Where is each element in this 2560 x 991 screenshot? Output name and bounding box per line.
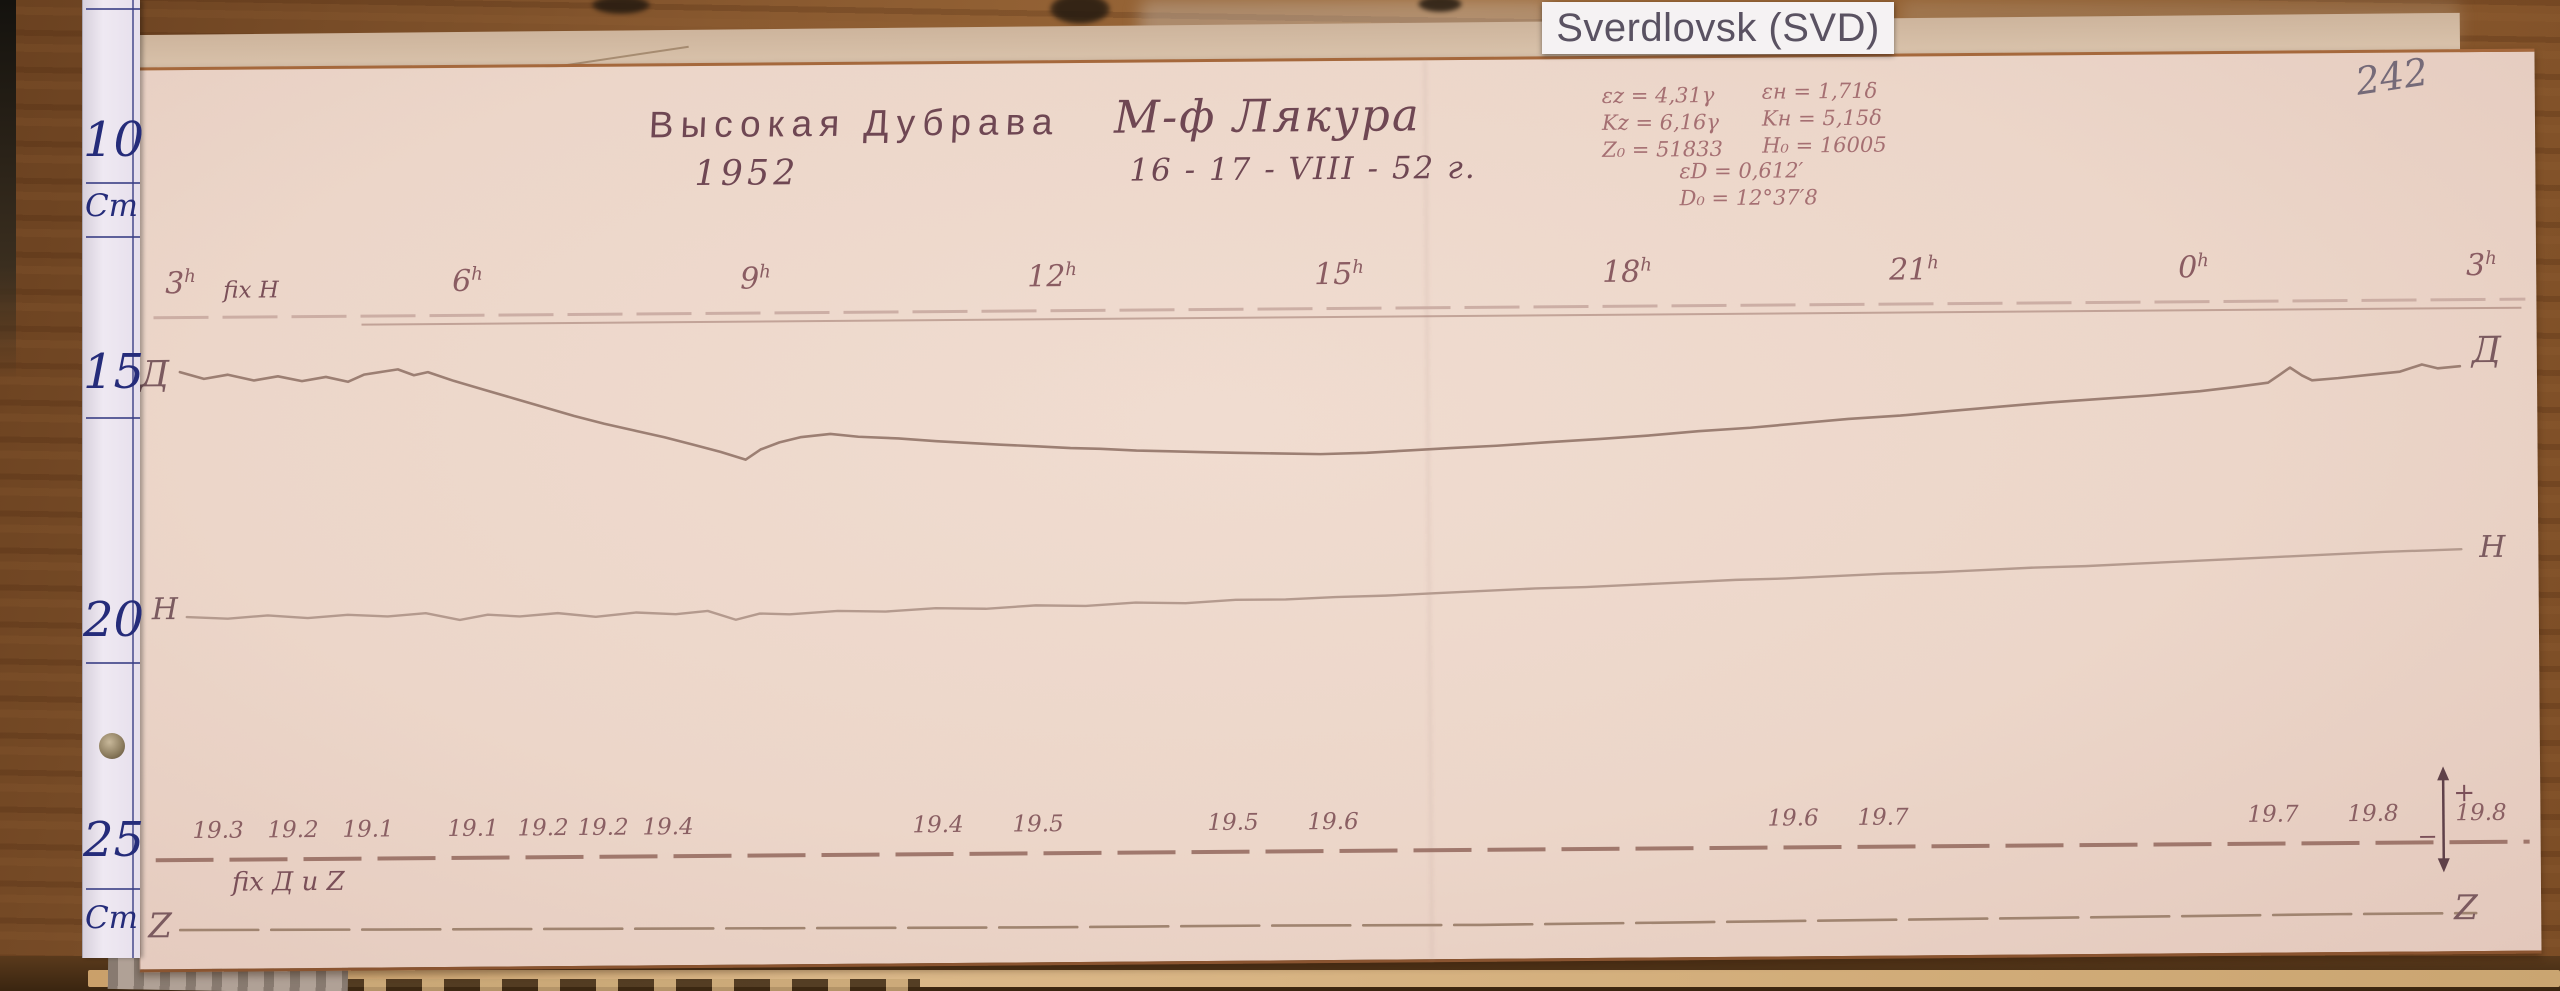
trace-label-H: H	[151, 592, 179, 628]
page-number: 242	[2352, 49, 2431, 104]
ruler-number: 20	[83, 592, 145, 648]
ruler-unit-label: Ст	[84, 188, 139, 224]
station-title: Высокая Дубрава	[648, 101, 1061, 146]
temperature-value: 19.6	[1307, 808, 1359, 836]
up-down-arrow-icon	[2437, 766, 2450, 873]
constant-k-h: Kн = 5,15δ	[1761, 105, 1882, 131]
hour-tick-label: 12h	[1027, 259, 1077, 295]
instrument-name: М-ф Лякура	[1113, 88, 1421, 144]
ruler-graduation-line	[86, 236, 140, 238]
ruler-graduation-line	[86, 888, 140, 890]
trace-Z	[178, 911, 2478, 932]
hour-tick-label: 21h	[1888, 252, 1939, 288]
hour-tick-label: 18h	[1602, 254, 1652, 290]
base-scale-dashed-line	[155, 839, 2530, 863]
temperature-value: 19.3	[192, 817, 244, 844]
temperature-value: 19.1	[342, 816, 394, 843]
trace-label-D: Д	[139, 354, 170, 396]
ruler-graduation-line	[86, 662, 140, 664]
trace-label-D: Д	[2471, 329, 2502, 372]
trace-label-Z: Z	[148, 906, 173, 947]
constant-d0: D₀ = 12°37′8	[1679, 185, 1818, 211]
temperature-value: 19.4	[642, 814, 694, 841]
trace-label-H: H	[2479, 529, 2506, 566]
hour-tick-label: 3h	[2465, 247, 2497, 284]
temperature-value: 19.7	[1857, 804, 1909, 831]
temperature-value: 19.4	[912, 811, 964, 839]
temperature-value: 19.2	[517, 815, 569, 842]
fix-h-annotation: fix H	[223, 277, 280, 304]
ruler-number: 15	[83, 344, 145, 400]
magnetogram-sheet: 242 Высокая Дубрава 1952 М-ф Лякура 16 -…	[132, 48, 2542, 973]
hour-tick-label: 0h	[2177, 250, 2209, 286]
temperature-value: 19.1	[447, 815, 499, 842]
polarity-arrow-group: + −	[2409, 764, 2480, 875]
ruler-graduation-line	[86, 182, 140, 184]
constant-h0: H₀ = 16005	[1762, 132, 1887, 158]
ruler-number: 25	[83, 812, 145, 868]
paper-crease	[1423, 60, 1434, 960]
trace-H	[185, 547, 2463, 622]
constant-k-z: Kz = 6,16γ	[1601, 109, 1720, 135]
dark-object-top	[592, 0, 650, 14]
temperature-value: 19.6	[1767, 805, 1819, 832]
constant-epsilon-h: εн = 1,71δ	[1761, 78, 1878, 104]
temperature-value: 19.2	[577, 814, 629, 841]
minus-polarity-label: −	[2417, 822, 2438, 851]
temperature-value: 19.5	[1012, 811, 1064, 838]
ruler-number: 10	[83, 112, 145, 168]
plus-polarity-label: +	[2453, 778, 2476, 809]
record-dates: 16 - 17 - VIII - 52 г.	[1129, 149, 1477, 189]
table-left-shadow	[0, 0, 16, 380]
fix-d-z-annotation: fix Д и Z	[231, 866, 345, 898]
station-code-text: Sverdlovsk (SVD)	[1556, 5, 1880, 50]
film-strip-fragment	[270, 979, 920, 991]
dark-object-top	[1418, 0, 1462, 12]
hour-tick-label: 3h	[165, 265, 196, 302]
constant-epsilon-d: εD = 0,612′	[1679, 158, 1804, 184]
ruler-unit-label: Ст	[84, 900, 139, 936]
calibration-constants-col1: εz = 4,31γ Kz = 6,16γ Z₀ = 51833	[1602, 82, 1723, 164]
temperature-value: 19.7	[2247, 801, 2299, 828]
station-code-label: Sverdlovsk (SVD)	[1542, 2, 1894, 54]
trace-D	[178, 363, 2462, 461]
hour-tick-label: 9h	[740, 261, 771, 297]
calibration-constants-col2: εн = 1,71δ Kн = 5,15δ H₀ = 16005	[1762, 78, 1887, 160]
temperature-value: 19.2	[267, 817, 319, 844]
temperature-value: 19.5	[1207, 809, 1259, 837]
trace-label-Z: Z	[2454, 888, 2478, 929]
hour-tick-label: 15h	[1314, 256, 1364, 293]
temperature-value: 19.8	[2347, 800, 2399, 828]
ruler-edge-line	[132, 0, 134, 958]
ruler-rivet	[99, 733, 125, 759]
ruler-graduation-line	[86, 417, 140, 419]
dark-object-top	[1050, 0, 1110, 24]
record-year: 1952	[694, 153, 800, 195]
calibration-constants-col3: εD = 0,612′ D₀ = 12°37′8	[1679, 157, 1818, 212]
ruler-graduation-line	[86, 8, 140, 10]
constant-epsilon-z: εz = 4,31γ	[1601, 83, 1715, 108]
hour-tick-label: 6h	[452, 263, 483, 299]
fix-h-baseline	[361, 306, 2522, 326]
centimeter-ruler: 10 15 20 25 Ст Ст	[82, 0, 145, 958]
